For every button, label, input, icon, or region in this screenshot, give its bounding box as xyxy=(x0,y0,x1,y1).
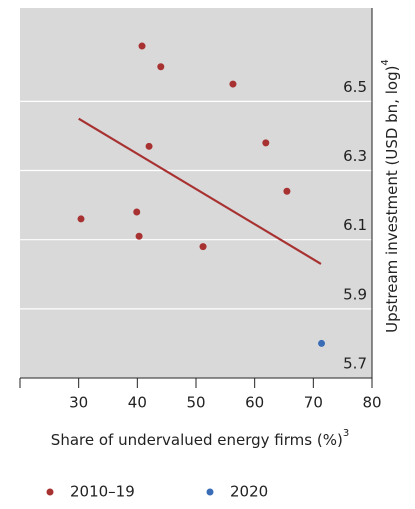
legend-marker xyxy=(206,488,214,496)
x-tick-label: 40 xyxy=(128,394,147,412)
point xyxy=(133,208,141,216)
legend-marker xyxy=(46,488,54,496)
point xyxy=(157,63,165,71)
y-axis-label-text: Upstream investment (USD bn, log) xyxy=(383,66,401,333)
y-tick-label: 6.1 xyxy=(343,216,367,234)
point xyxy=(138,42,146,50)
x-axis-label-text: Share of undervalued energy firms (%) xyxy=(51,431,343,449)
y-tick-label: 6.3 xyxy=(343,147,367,165)
y-tick-label: 5.9 xyxy=(343,285,367,303)
point xyxy=(199,243,207,251)
point xyxy=(318,339,326,347)
y-tick-label: 6.5 xyxy=(343,78,367,96)
y-tick-label: 5.7 xyxy=(343,355,367,373)
x-axis-label-sup: 3 xyxy=(343,428,349,439)
point xyxy=(283,187,291,195)
x-tick-label: 80 xyxy=(362,394,381,412)
x-axis-label: Share of undervalued energy firms (%)3 xyxy=(51,428,349,449)
x-tick-label: 50 xyxy=(186,394,205,412)
point xyxy=(145,142,153,150)
legend-label: 2020 xyxy=(230,483,268,501)
x-tick-label: 30 xyxy=(69,394,88,412)
x-tick-label: 70 xyxy=(304,394,323,412)
point xyxy=(229,80,237,88)
point xyxy=(262,139,270,147)
plot-background xyxy=(20,8,372,378)
x-tick-label: 60 xyxy=(245,394,264,412)
point xyxy=(135,232,143,240)
point xyxy=(77,215,85,223)
legend-label: 2010–19 xyxy=(70,483,135,501)
trend-line xyxy=(78,117,322,265)
y-axis-label-sup: 4 xyxy=(380,59,391,65)
y-axis-label: Upstream investment (USD bn, log)4 xyxy=(380,59,401,333)
